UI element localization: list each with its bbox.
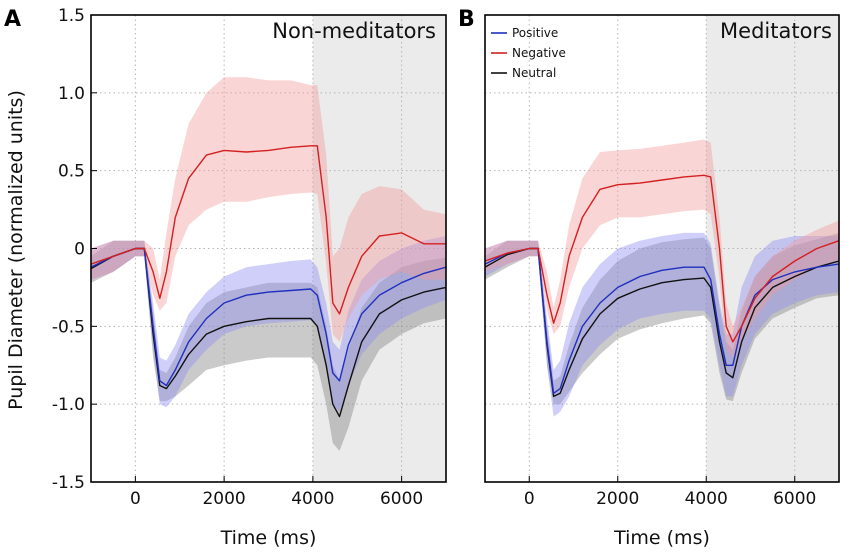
panel-a: 0 2000 4000 6000 Time (ms) -1.5 -1.0 -0.5 0 0.5 1.… — [4, 6, 447, 549]
line-negative — [91, 145, 446, 315]
panel-label: A — [4, 7, 21, 32]
series-group — [485, 139, 839, 417]
line-neutral — [91, 247, 446, 418]
line-negative — [485, 174, 839, 343]
y-tick-label: -0.5 — [52, 317, 85, 337]
legend: Positive Negative Neutral — [491, 26, 566, 80]
x-tick-label: 6000 — [380, 489, 423, 509]
y-tick-label: -1.5 — [52, 473, 85, 493]
y-axis-label: Pupil Diameter (normalized units) — [5, 90, 27, 410]
x-axis-label: Time (ms) — [613, 527, 710, 549]
band-negative — [485, 139, 839, 358]
y-tick-label: 0.5 — [58, 162, 85, 182]
panel-b: 0 2000 4000 6000 Time (ms) B Meditators Positiv… — [458, 7, 840, 549]
legend-label-neutral: Neutral — [512, 66, 556, 80]
y-tick-label: 0 — [74, 240, 85, 260]
x-axis-label: Time (ms) — [220, 527, 317, 549]
x-tick-label: 6000 — [773, 489, 816, 509]
x-tick-label: 4000 — [291, 489, 334, 509]
x-tick-label: 0 — [130, 489, 141, 509]
band-negative — [91, 77, 446, 342]
line-positive — [485, 247, 839, 394]
series-group — [91, 77, 446, 451]
legend-label-negative: Negative — [512, 46, 566, 60]
plot-frame — [484, 14, 840, 483]
band-neutral — [91, 240, 446, 451]
y-tick-label: -1.0 — [52, 395, 85, 415]
x-tick-label: 4000 — [685, 489, 728, 509]
x-tick-label: 0 — [524, 489, 535, 509]
line-positive — [91, 247, 446, 387]
legend-label-positive: Positive — [512, 26, 558, 40]
panel-title: Meditators — [720, 19, 832, 43]
panel-label: B — [458, 7, 475, 32]
band-positive — [485, 232, 839, 417]
y-tick-label: 1.5 — [58, 6, 85, 26]
x-tick-label: 2000 — [596, 489, 639, 509]
panel-title: Non-meditators — [272, 19, 436, 43]
x-tick-label: 2000 — [202, 489, 245, 509]
y-tick-label: 1.0 — [58, 84, 85, 104]
